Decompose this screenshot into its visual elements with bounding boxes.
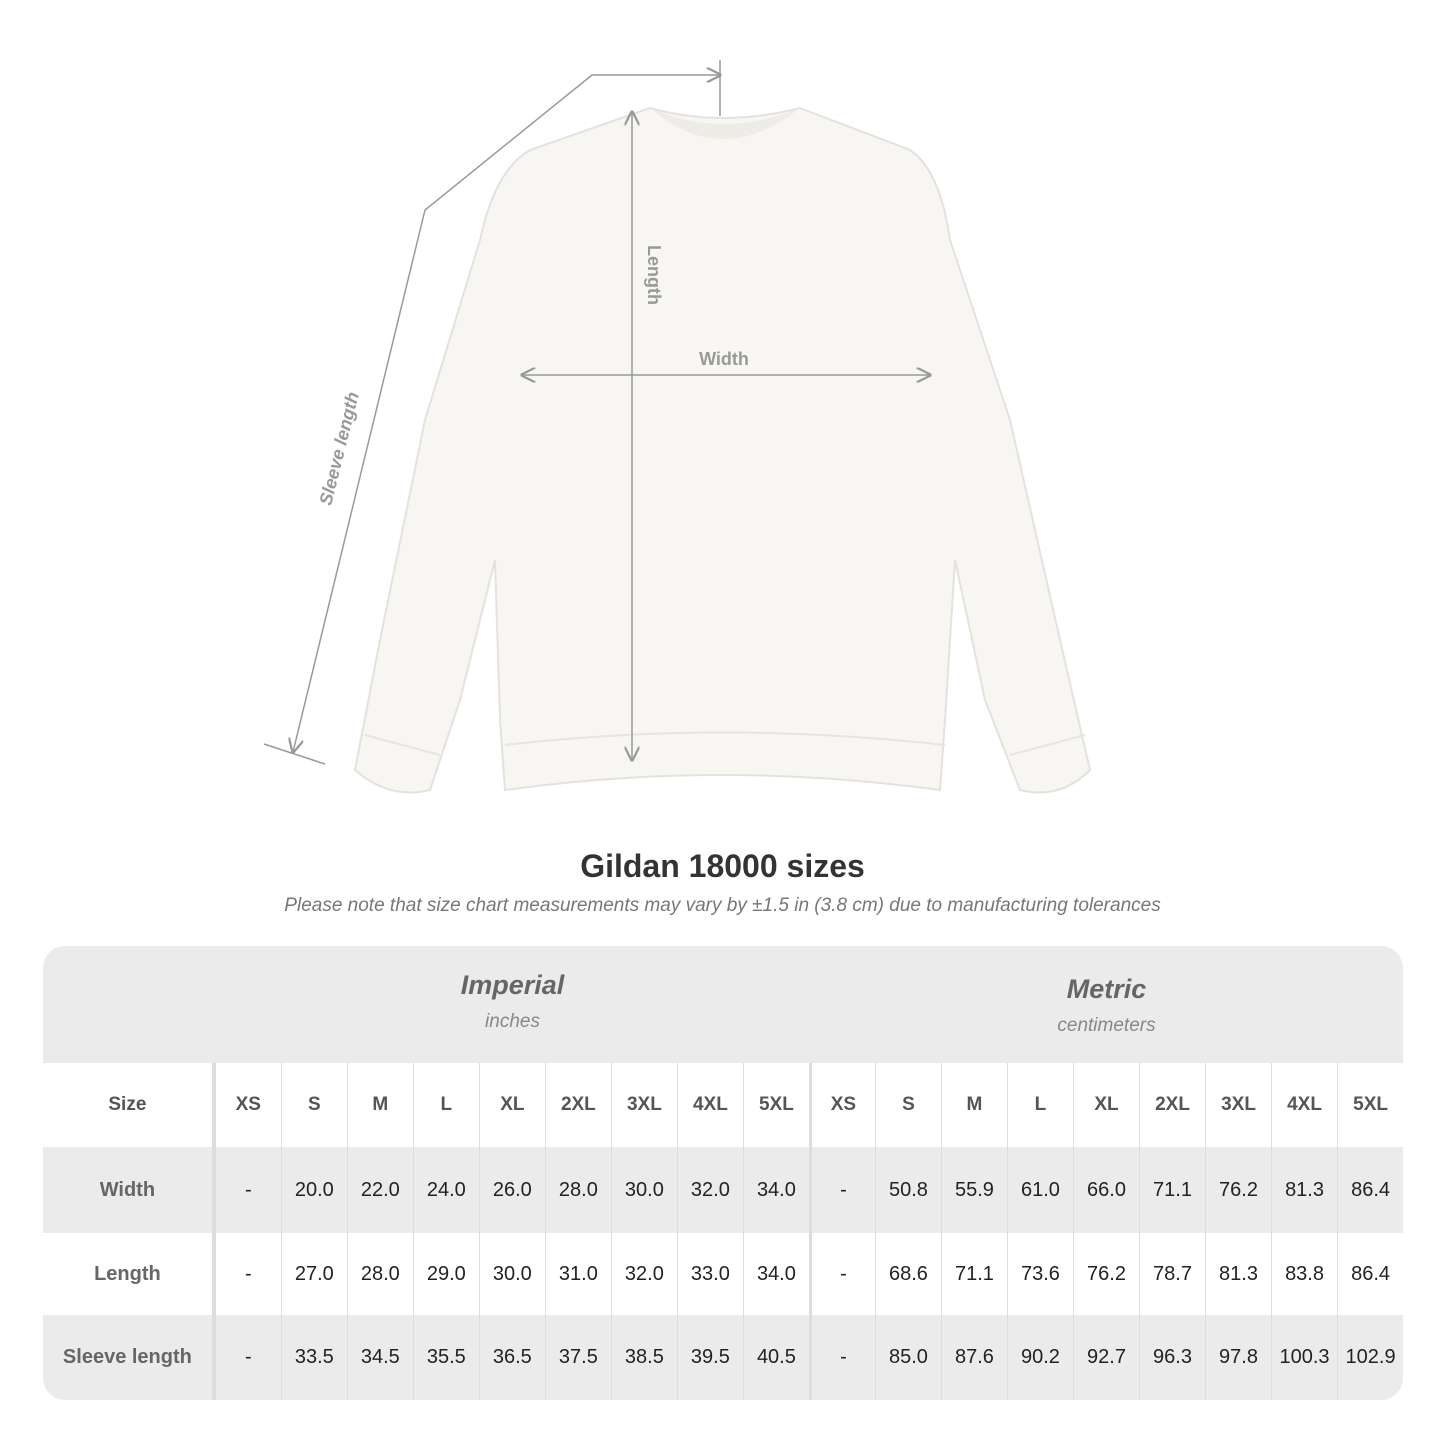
imperial-cell: 34.5 bbox=[346, 1315, 413, 1400]
metric-cell: 86.4 bbox=[1337, 1233, 1403, 1315]
sweatshirt-diagram: Length Width Sleeve length bbox=[263, 60, 1092, 794]
metric-cell: 83.8 bbox=[1271, 1233, 1337, 1315]
imperial-cell: 31.0 bbox=[544, 1233, 611, 1315]
table-row: Width -20.0 22.0 24.0 26.0 28.0 30.0 32.0 34.0-5… bbox=[43, 1147, 1403, 1233]
metric-cell: 50.8 bbox=[874, 1147, 941, 1233]
metric-cell: 55.9 bbox=[940, 1147, 1007, 1233]
imperial-cell: 4XL bbox=[676, 1063, 743, 1147]
imperial-cell: 29.0 bbox=[412, 1233, 479, 1315]
metric-cell: 76.2 bbox=[1205, 1147, 1271, 1233]
imperial-cell: 3XL bbox=[610, 1063, 677, 1147]
sleeve-length-label: Sleeve length bbox=[315, 390, 362, 507]
sweatshirt-image bbox=[353, 106, 1092, 794]
row-label: Width bbox=[43, 1147, 215, 1233]
metric-cell: 71.1 bbox=[1139, 1147, 1205, 1233]
metric-cell: 73.6 bbox=[1006, 1233, 1073, 1315]
metric-cell: 96.3 bbox=[1139, 1315, 1205, 1400]
imperial-cell: 34.0 bbox=[742, 1147, 809, 1233]
row-label: Length bbox=[43, 1233, 215, 1315]
metric-cell: 4XL bbox=[1271, 1063, 1337, 1147]
metric-cell: 85.0 bbox=[874, 1315, 941, 1400]
metric-cell: 86.4 bbox=[1337, 1147, 1403, 1233]
metric-cell: 81.3 bbox=[1271, 1147, 1337, 1233]
imperial-cell: 33.5 bbox=[280, 1315, 347, 1400]
row-label: Sleeve length bbox=[43, 1315, 215, 1400]
imperial-cell: 27.0 bbox=[280, 1233, 347, 1315]
metric-header: Metric centimeters bbox=[1057, 974, 1156, 1036]
metric-cell: XL bbox=[1072, 1063, 1139, 1147]
imperial-cell: - bbox=[214, 1147, 281, 1233]
metric-cell: 76.2 bbox=[1072, 1233, 1139, 1315]
metric-cell: - bbox=[808, 1233, 875, 1315]
table-row: Length -27.0 28.0 29.0 30.0 31.0 32.0 33.0 34.0-… bbox=[43, 1233, 1403, 1315]
metric-cell: 61.0 bbox=[1006, 1147, 1073, 1233]
imperial-cell: 5XL bbox=[742, 1063, 809, 1147]
metric-cell: 71.1 bbox=[940, 1233, 1007, 1315]
imperial-cell: 40.5 bbox=[742, 1315, 809, 1400]
metric-cell: S bbox=[874, 1063, 941, 1147]
metric-cell: 2XL bbox=[1139, 1063, 1205, 1147]
imperial-header: Imperial inches bbox=[460, 970, 565, 1032]
imperial-cell: 36.5 bbox=[478, 1315, 545, 1400]
metric-cell: 100.3 bbox=[1271, 1315, 1337, 1400]
metric-cell: 87.6 bbox=[940, 1315, 1007, 1400]
width-label: Width bbox=[699, 349, 749, 369]
tolerance-note: Please note that size chart measurements… bbox=[284, 895, 1161, 916]
imperial-cell: 30.0 bbox=[610, 1147, 677, 1233]
metric-cell: XS bbox=[808, 1063, 875, 1147]
imperial-cell: 34.0 bbox=[742, 1233, 809, 1315]
imperial-cell: 33.0 bbox=[676, 1233, 743, 1315]
imperial-cell: XS bbox=[214, 1063, 281, 1147]
table-row: Size XS S M L XL 2XL 3XL 4XL 5XL XS S M L XL 2XL 3XL 4XL 5… bbox=[43, 1063, 1403, 1147]
imperial-cell: 39.5 bbox=[676, 1315, 743, 1400]
length-label: Length bbox=[644, 245, 664, 305]
imperial-cell: 24.0 bbox=[412, 1147, 479, 1233]
imperial-cell: 26.0 bbox=[478, 1147, 545, 1233]
imperial-cell: - bbox=[214, 1233, 281, 1315]
metric-cell: 102.9 bbox=[1337, 1315, 1403, 1400]
metric-cell: 92.7 bbox=[1072, 1315, 1139, 1400]
imperial-cell: 20.0 bbox=[280, 1147, 347, 1233]
imperial-cell: 28.0 bbox=[346, 1233, 413, 1315]
metric-cell: 81.3 bbox=[1205, 1233, 1271, 1315]
imperial-cell: 35.5 bbox=[412, 1315, 479, 1400]
imperial-cell: 22.0 bbox=[346, 1147, 413, 1233]
imperial-cell: - bbox=[214, 1315, 281, 1400]
imperial-cell: 32.0 bbox=[610, 1233, 677, 1315]
metric-cell: - bbox=[808, 1147, 875, 1233]
metric-cell: L bbox=[1006, 1063, 1073, 1147]
imperial-cell: L bbox=[412, 1063, 479, 1147]
imperial-cell: 30.0 bbox=[478, 1233, 545, 1315]
metric-cell: 66.0 bbox=[1072, 1147, 1139, 1233]
row-label: Size bbox=[43, 1063, 215, 1147]
page-title: Gildan 18000 sizes bbox=[580, 848, 865, 884]
imperial-cell: 37.5 bbox=[544, 1315, 611, 1400]
sleeve-line bbox=[293, 75, 720, 752]
unit-header: Imperial inches Metric centimeters bbox=[43, 946, 1403, 1063]
metric-cell: - bbox=[808, 1315, 875, 1400]
table-row: Sleeve length -33.5 34.5 35.5 36.5 37.5 38.5 39… bbox=[43, 1315, 1403, 1400]
metric-cell: 90.2 bbox=[1006, 1315, 1073, 1400]
metric-cell: 5XL bbox=[1337, 1063, 1403, 1147]
imperial-cell: XL bbox=[478, 1063, 545, 1147]
metric-cell: M bbox=[940, 1063, 1007, 1147]
imperial-cell: 2XL bbox=[544, 1063, 611, 1147]
imperial-cell: 28.0 bbox=[544, 1147, 611, 1233]
imperial-cell: 38.5 bbox=[610, 1315, 677, 1400]
metric-cell: 3XL bbox=[1205, 1063, 1271, 1147]
metric-cell: 78.7 bbox=[1139, 1233, 1205, 1315]
metric-cell: 97.8 bbox=[1205, 1315, 1271, 1400]
imperial-cell: S bbox=[280, 1063, 347, 1147]
imperial-cell: 32.0 bbox=[676, 1147, 743, 1233]
imperial-cell: M bbox=[346, 1063, 413, 1147]
metric-cell: 68.6 bbox=[874, 1233, 941, 1315]
size-table: Imperial inches Metric centimeters Size X… bbox=[43, 946, 1403, 1400]
